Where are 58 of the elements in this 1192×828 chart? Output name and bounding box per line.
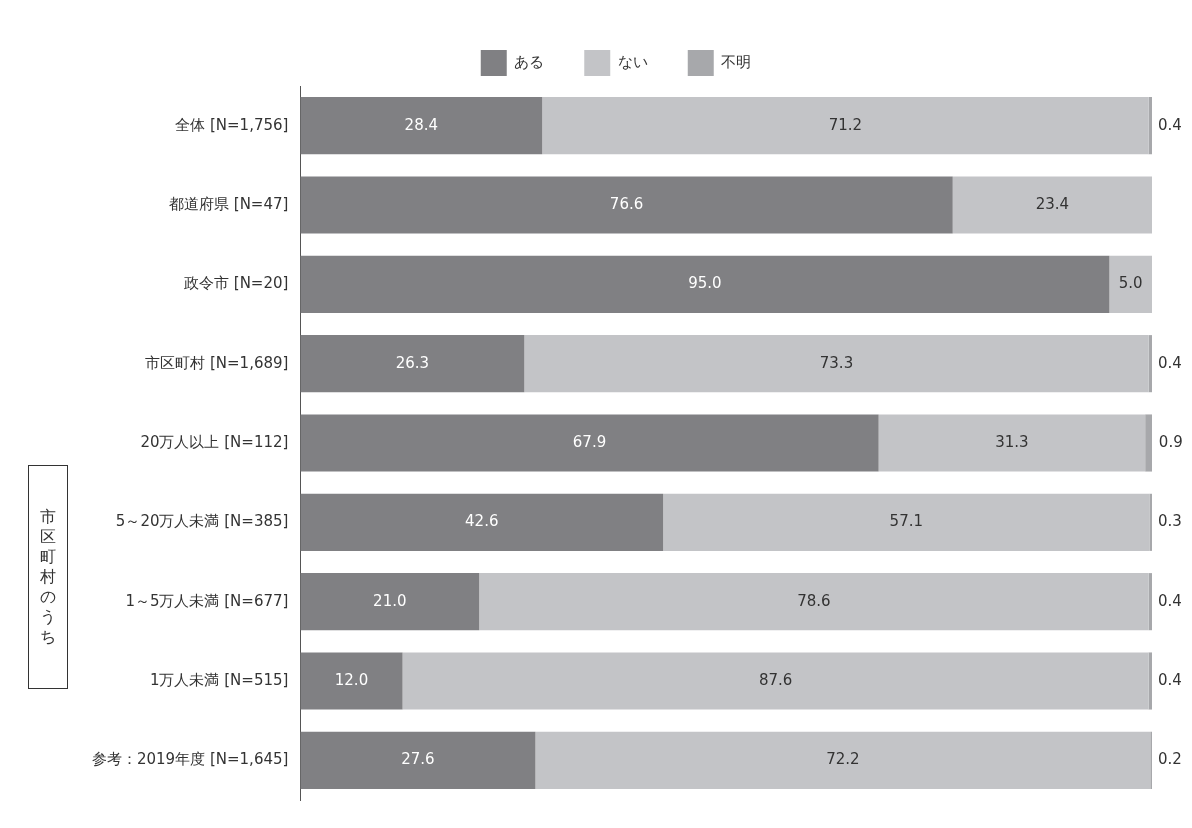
legend-label: 不明 <box>721 52 752 71</box>
bar <box>663 493 1150 551</box>
y-tick-label: 政令市 [N=20] <box>184 274 289 293</box>
bar <box>542 97 1149 155</box>
data-label: 0.3 <box>1158 512 1182 531</box>
data-label: 67.9 <box>572 432 607 451</box>
data-label: 12.0 <box>334 670 369 689</box>
y-tick-label: 参考：2019年度 [N=1,645] <box>91 750 289 769</box>
bar <box>1149 493 1152 551</box>
y-tick-label: 20万人以上 [N=112] <box>140 432 289 451</box>
y-tick-label: 1万人未満 [N=515] <box>149 670 289 689</box>
data-label: 73.3 <box>819 353 854 372</box>
data-label: 5.0 <box>1118 274 1143 293</box>
y-tick-label: 全体 [N=1,756] <box>175 115 289 134</box>
bar <box>300 97 543 155</box>
data-label: 28.4 <box>404 115 439 134</box>
data-label: 72.2 <box>826 750 860 769</box>
data-label: 27.6 <box>401 750 435 769</box>
bar <box>524 335 1149 393</box>
data-label: 21.0 <box>373 591 407 610</box>
data-label: 0.4 <box>1158 115 1182 134</box>
bar <box>300 731 536 789</box>
bar <box>300 573 480 631</box>
y-tick-label: 5～20万人未満 [N=385] <box>115 512 289 531</box>
data-label: 31.3 <box>995 432 1029 451</box>
legend-label: ある <box>514 52 545 71</box>
data-label: 0.4 <box>1158 591 1182 610</box>
data-label: 26.3 <box>395 353 430 372</box>
bar <box>952 176 1152 234</box>
legend-label: ない <box>617 52 648 71</box>
data-label: 76.6 <box>609 194 644 213</box>
bar <box>535 731 1151 789</box>
data-label: 0.4 <box>1158 670 1182 689</box>
data-label: 57.1 <box>889 512 924 531</box>
data-label: 0.4 <box>1158 353 1182 372</box>
data-label: 95.0 <box>688 274 722 293</box>
bar <box>878 414 1146 472</box>
data-label: 23.4 <box>1035 194 1070 213</box>
data-label: 42.6 <box>465 512 499 531</box>
bar <box>300 255 1110 313</box>
bar <box>479 573 1149 631</box>
data-label: 78.6 <box>797 591 831 610</box>
bar <box>1145 414 1152 472</box>
bar <box>300 176 953 234</box>
text: 市区町村のうち <box>40 507 56 647</box>
y-tick-label: 市区町村 [N=1,689] <box>145 353 289 372</box>
data-label: 0.9 <box>1158 432 1183 451</box>
bar <box>402 652 1149 710</box>
y-tick-label: 1～5万人未満 [N=677] <box>125 591 289 610</box>
bar <box>300 414 879 472</box>
bar <box>1109 255 1152 313</box>
data-label: 87.6 <box>758 670 793 689</box>
bar <box>300 652 403 710</box>
bar <box>300 335 525 393</box>
y-tick-label: 都道府県 [N=47] <box>169 194 289 213</box>
data-label: 0.2 <box>1158 750 1182 769</box>
bar <box>300 493 664 551</box>
data-label: 71.2 <box>828 115 863 134</box>
